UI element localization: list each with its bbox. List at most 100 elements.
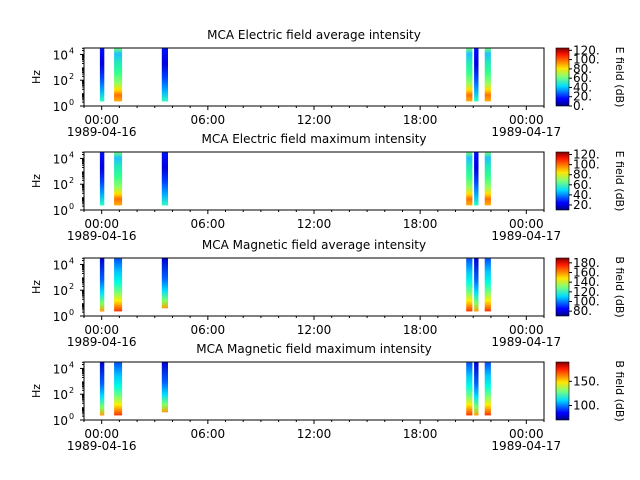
spectrogram-column <box>466 48 473 102</box>
y-tick-exponent: 4 <box>69 150 74 159</box>
x-tick-label: 00:00 <box>84 323 119 337</box>
x-tick-label: 00:00 <box>509 113 544 127</box>
colorbar-tick-label: 80. <box>573 304 592 318</box>
spectrogram-column <box>161 258 168 309</box>
colorbar-label: E field (dB) <box>613 151 626 212</box>
spectrogram-column <box>161 48 168 102</box>
colorbar-tick-label: 60. <box>573 71 592 85</box>
spectrogram-column <box>114 362 123 416</box>
y-tick-label: 10 <box>53 204 68 218</box>
y-tick-label: 10 <box>53 362 68 376</box>
spectrogram-column <box>99 362 105 416</box>
colorbar <box>555 257 570 317</box>
colorbar <box>555 361 570 421</box>
x-tick-label: 12:00 <box>297 217 332 231</box>
colorbar <box>555 47 570 107</box>
x-end-date: 1989-04-17 <box>491 125 561 139</box>
y-tick-exponent: 0 <box>69 202 74 211</box>
spectrogram-column <box>161 152 168 206</box>
y-tick-label: 10 <box>53 414 68 428</box>
y-tick-label: 10 <box>53 48 68 62</box>
colorbar-tick-label: 120. <box>573 43 600 57</box>
panel-title: MCA Electric field maximum intensity <box>201 132 426 146</box>
y-tick-label: 10 <box>53 284 68 298</box>
spectrogram-column <box>99 258 105 312</box>
colorbar-tick-label: 160. <box>573 266 600 280</box>
x-tick-label: 06:00 <box>191 323 226 337</box>
x-end-date: 1989-04-17 <box>491 439 561 453</box>
y-tick-label: 10 <box>53 100 68 114</box>
y-tick-exponent: 2 <box>69 176 74 185</box>
colorbar-tick-label: 150. <box>573 374 600 388</box>
spectrogram-column <box>474 152 479 206</box>
spectrogram-column <box>99 48 105 102</box>
colorbar-tick-label: 100. <box>573 399 600 413</box>
y-tick-exponent: 0 <box>69 308 74 317</box>
x-tick-label: 18:00 <box>403 113 438 127</box>
x-end-date: 1989-04-17 <box>491 229 561 243</box>
colorbar-tick-label: 100. <box>573 295 600 309</box>
colorbar-tick-label: 80. <box>573 62 592 76</box>
x-tick-label: 00:00 <box>509 323 544 337</box>
spectrogram-column <box>99 152 105 206</box>
x-tick-label: 18:00 <box>403 323 438 337</box>
spectrogram-column <box>114 48 123 102</box>
colorbar-tick-label: 20. <box>573 90 592 104</box>
x-tick-label: 06:00 <box>191 427 226 441</box>
x-start-date: 1989-04-16 <box>67 229 137 243</box>
x-tick-label: 12:00 <box>297 113 332 127</box>
colorbar-tick-label: 60. <box>573 178 592 192</box>
y-tick-exponent: 4 <box>69 46 74 55</box>
y-tick-label: 10 <box>53 178 68 192</box>
y-tick-label: 10 <box>53 74 68 88</box>
x-end-date: 1989-04-17 <box>491 335 561 349</box>
panel-title: MCA Magnetic field maximum intensity <box>196 342 432 356</box>
colorbar-tick-label: 120. <box>573 148 600 162</box>
spectrogram-column <box>484 152 491 206</box>
spectrogram-column <box>114 258 123 312</box>
colorbar <box>555 151 570 211</box>
colorbar-tick-label: 100. <box>573 158 600 172</box>
y-tick-exponent: 4 <box>69 256 74 265</box>
x-tick-label: 00:00 <box>84 217 119 231</box>
spectrogram-column <box>474 258 479 312</box>
y-tick-label: 10 <box>53 388 68 402</box>
spectrogram-column <box>484 48 491 102</box>
y-tick-label: 10 <box>53 152 68 166</box>
colorbar-tick-label: 40. <box>573 80 592 94</box>
x-tick-label: 00:00 <box>84 427 119 441</box>
y-tick-exponent: 4 <box>69 360 74 369</box>
x-start-date: 1989-04-16 <box>67 125 137 139</box>
x-tick-label: 00:00 <box>509 217 544 231</box>
spectrogram-column <box>474 48 479 102</box>
y-tick-exponent: 0 <box>69 412 74 421</box>
spectrogram-column <box>474 362 479 416</box>
x-tick-label: 06:00 <box>191 113 226 127</box>
colorbar-tick-label: 0. <box>573 99 584 113</box>
x-start-date: 1989-04-16 <box>67 335 137 349</box>
colorbar-label: B field (dB) <box>613 360 626 421</box>
x-tick-label: 06:00 <box>191 217 226 231</box>
y-tick-exponent: 2 <box>69 282 74 291</box>
colorbar-tick-label: 100. <box>573 53 600 67</box>
y-axis-label: Hz <box>30 384 43 398</box>
spectrogram-column <box>466 362 473 416</box>
colorbar-tick-label: 40. <box>573 188 592 202</box>
spectrogram-column <box>161 362 168 413</box>
y-tick-label: 10 <box>53 310 68 324</box>
y-tick-exponent: 2 <box>69 72 74 81</box>
y-axis-label: Hz <box>30 280 43 294</box>
x-tick-label: 00:00 <box>84 113 119 127</box>
x-start-date: 1989-04-16 <box>67 439 137 453</box>
y-axis-label: Hz <box>30 174 43 188</box>
colorbar-tick-label: 140. <box>573 275 600 289</box>
spectrogram-column <box>466 152 473 206</box>
colorbar-label: E field (dB) <box>613 47 626 108</box>
spectrogram-column <box>466 258 473 312</box>
colorbar-tick-label: 120. <box>573 285 600 299</box>
